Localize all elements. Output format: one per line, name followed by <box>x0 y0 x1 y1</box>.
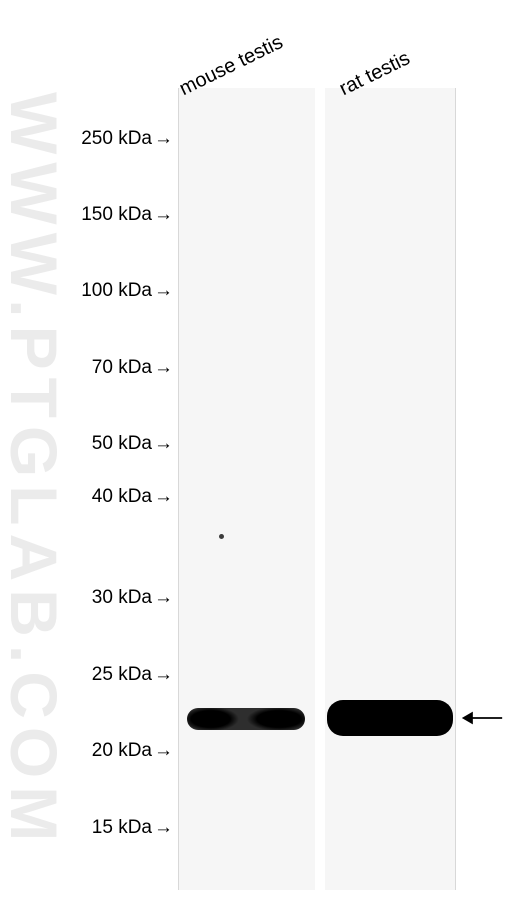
marker-arrow-glyph: → <box>154 740 173 762</box>
marker-label-1: 250 kDa→ <box>81 128 173 150</box>
band-1 <box>187 708 305 730</box>
marker-arrow-glyph: → <box>154 433 173 455</box>
blot-membrane <box>178 88 456 890</box>
marker-arrow-glyph: → <box>154 128 173 150</box>
marker-arrow-glyph: → <box>154 587 173 609</box>
marker-label-2: 150 kDa→ <box>81 204 173 226</box>
marker-label-6: 40 kDa→ <box>92 486 173 508</box>
marker-label-7: 30 kDa→ <box>92 587 173 609</box>
marker-label-text: 25 kDa <box>92 664 152 685</box>
marker-label-text: 250 kDa <box>81 128 152 149</box>
marker-label-text: 100 kDa <box>81 280 152 301</box>
marker-label-10: 15 kDa→ <box>92 817 173 839</box>
marker-arrow-glyph: → <box>154 664 173 686</box>
marker-label-text: 20 kDa <box>92 740 152 761</box>
marker-label-text: 150 kDa <box>81 204 152 225</box>
marker-arrow-glyph: → <box>154 817 173 839</box>
marker-label-text: 50 kDa <box>92 433 152 454</box>
lane-gap <box>315 88 325 890</box>
artifact-spot-1 <box>219 534 224 539</box>
marker-arrow-glyph: → <box>154 486 173 508</box>
marker-label-text: 30 kDa <box>92 587 152 608</box>
marker-arrow-glyph: → <box>154 280 173 302</box>
marker-label-4: 70 kDa→ <box>92 357 173 379</box>
target-band-arrow <box>460 708 504 728</box>
marker-label-3: 100 kDa→ <box>81 280 173 302</box>
marker-label-text: 40 kDa <box>92 486 152 507</box>
western-blot-diagram: WWW.PTGLAB.COM 250 kDa→150 kDa→100 kDa→7… <box>0 0 510 903</box>
band-2 <box>327 700 453 736</box>
marker-label-8: 25 kDa→ <box>92 664 173 686</box>
marker-label-text: 15 kDa <box>92 817 152 838</box>
marker-arrow-glyph: → <box>154 357 173 379</box>
marker-label-5: 50 kDa→ <box>92 433 173 455</box>
marker-label-9: 20 kDa→ <box>92 740 173 762</box>
marker-arrow-glyph: → <box>154 204 173 226</box>
marker-label-text: 70 kDa <box>92 357 152 378</box>
watermark-text: WWW.PTGLAB.COM <box>0 92 72 849</box>
